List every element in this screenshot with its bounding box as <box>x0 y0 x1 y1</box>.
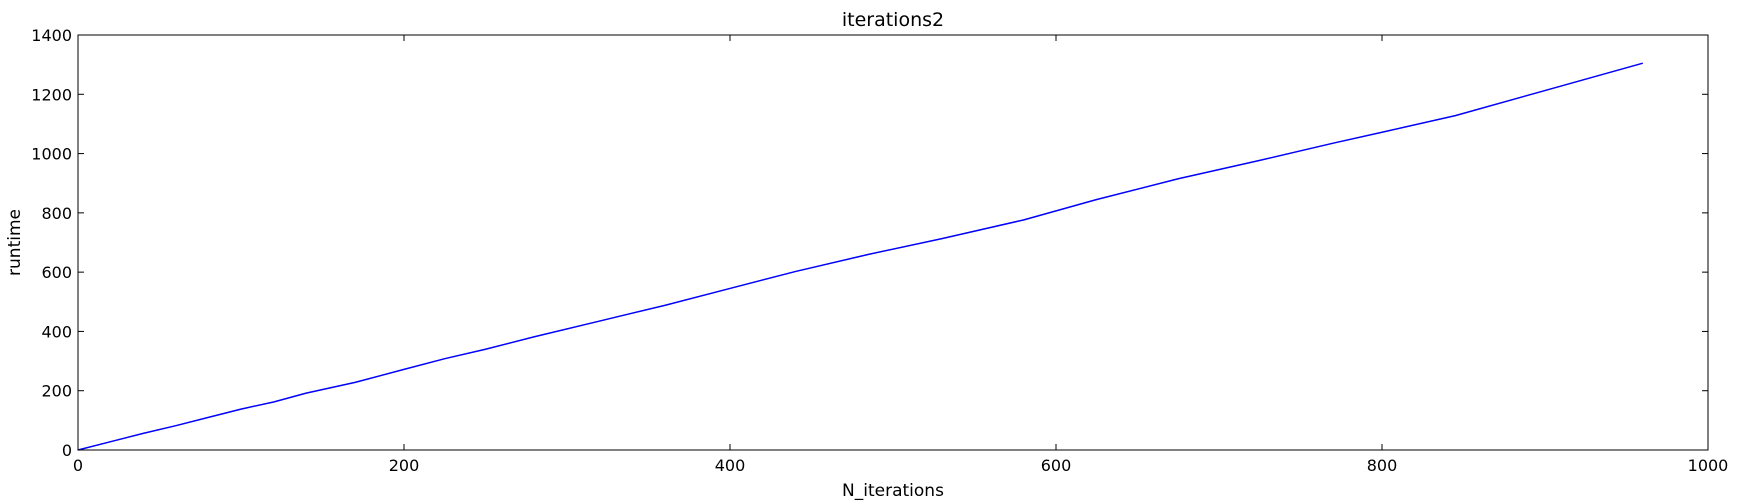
series-line <box>77 62 1644 451</box>
chart-title: iterations2 <box>842 9 944 31</box>
x-tick-label: 400 <box>715 456 746 475</box>
x-tick-label: 800 <box>1367 456 1398 475</box>
y-tick-label: 1400 <box>31 26 72 45</box>
y-tick-label: 600 <box>41 263 72 282</box>
y-tick-label: 1000 <box>31 145 72 164</box>
y-tick-label: 200 <box>41 382 72 401</box>
y-tick-label: 1200 <box>31 85 72 104</box>
x-tick-label: 600 <box>1041 456 1072 475</box>
y-tick-label: 400 <box>41 322 72 341</box>
y-tick-label: 0 <box>62 441 72 460</box>
x-axis-label: N_iterations <box>842 481 944 501</box>
y-tick-label: 800 <box>41 204 72 223</box>
x-tick-label: 0 <box>73 456 83 475</box>
x-tick-label: 200 <box>389 456 420 475</box>
plot-frame <box>77 34 1709 451</box>
x-tick-label: 1000 <box>1688 456 1729 475</box>
y-axis-label: runtime <box>5 209 25 276</box>
